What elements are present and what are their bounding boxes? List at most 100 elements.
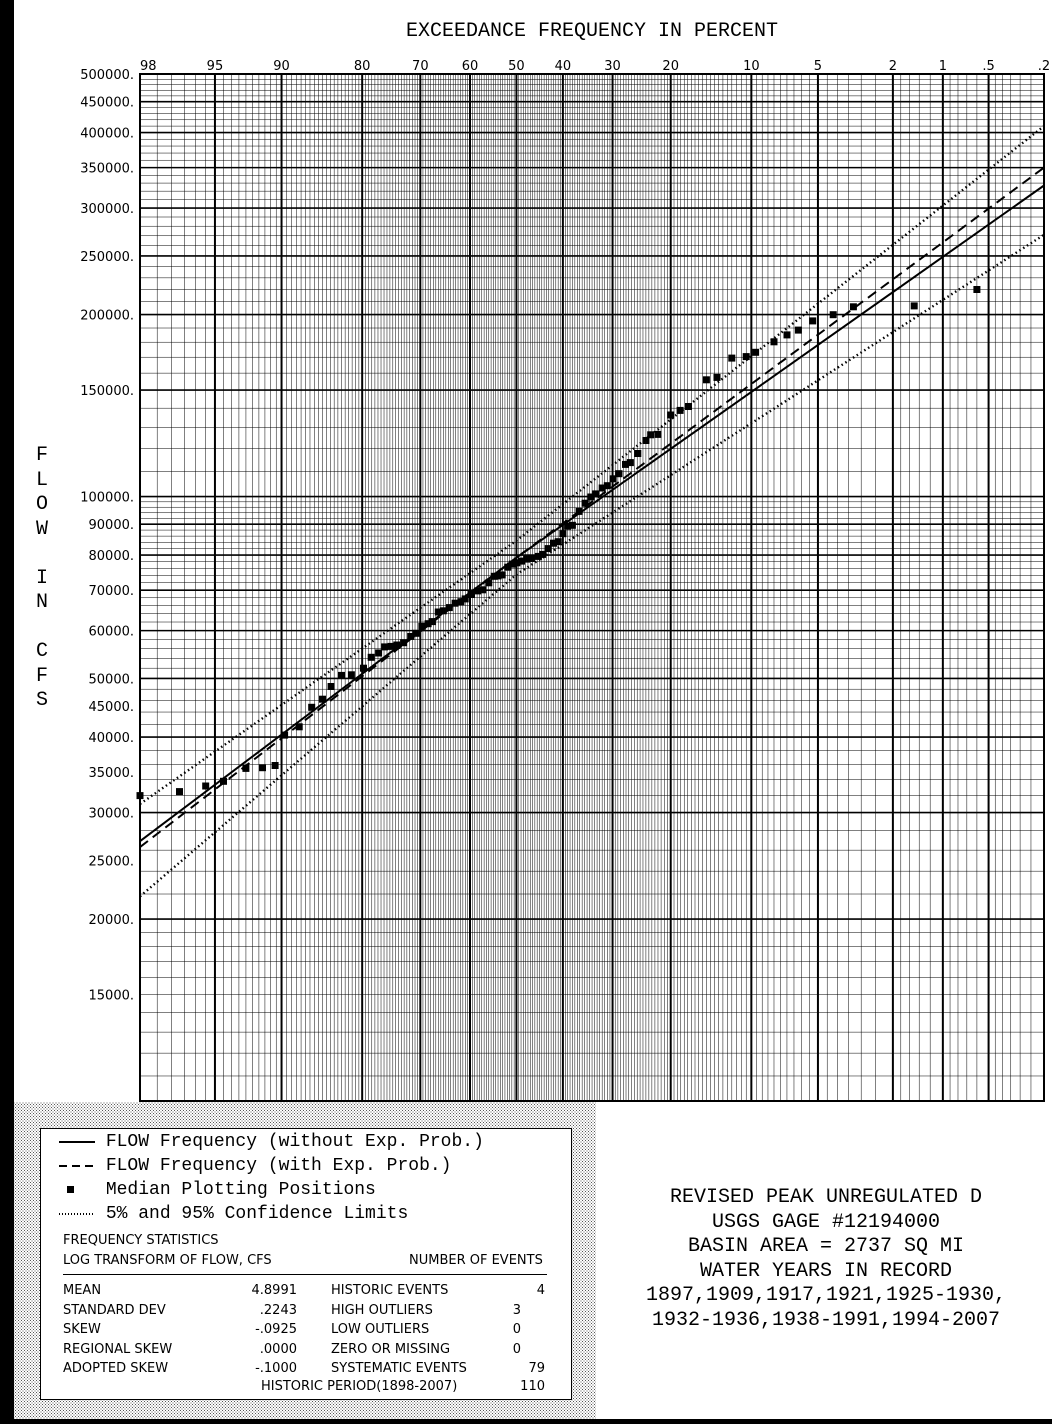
x-tick-label: 70	[412, 59, 429, 74]
plotting-position-marker	[347, 671, 355, 679]
x-tick-labels: 98 95 90 80 70 60 50 40 30 20 10 5 2 1 .5 .2	[140, 59, 1050, 74]
plotting-position-marker	[667, 411, 675, 419]
x-tick-label: .2	[1038, 59, 1050, 74]
x-tick-label: 50	[508, 59, 525, 74]
plot-frame	[139, 73, 1045, 1102]
plotting-position-marker	[518, 557, 525, 565]
y-axis-label-char: L	[35, 468, 48, 492]
plotting-position-marker	[534, 552, 542, 560]
x-tick-label: 95	[207, 59, 224, 74]
stat-label: REGIONAL SKEW	[63, 1341, 173, 1357]
legend-marker: Median Plotting Positions	[55, 1179, 376, 1203]
title-line-1: REVISED PEAK UNREGULATED D	[669, 1186, 983, 1209]
plotting-position-marker	[973, 286, 981, 293]
plotting-position-marker	[615, 470, 623, 478]
plotting-position-marker	[407, 632, 415, 640]
legend-dotted: 5% and 95% Confidence Limits	[55, 1203, 408, 1227]
plotting-position-marker	[728, 354, 736, 362]
title-line-3: BASIN AREA = 2737 SQ MI	[687, 1235, 965, 1258]
plotting-position-marker	[428, 618, 436, 626]
plotting-position-marker	[770, 338, 778, 346]
plotting-position-marker	[387, 642, 395, 650]
solid-line-icon	[55, 1131, 95, 1151]
event-value: 3	[512, 1302, 521, 1318]
plotting-position-marker	[271, 762, 279, 769]
square-marker-icon	[55, 1179, 95, 1199]
plotting-position-marker	[439, 607, 447, 615]
bottom-border-bar	[0, 1419, 1052, 1424]
plotting-position-marker	[794, 326, 802, 334]
y-tick-label: 100000.	[80, 491, 134, 506]
x-tick-label: 60	[462, 59, 479, 74]
plotting-position-marker	[393, 641, 401, 649]
plotting-position-marker	[592, 490, 600, 498]
y-tick-label: 45000.	[89, 700, 135, 715]
plotting-position-marker	[564, 522, 572, 530]
y-tick-label: 30000.	[89, 807, 135, 822]
plotting-position-marker	[474, 587, 482, 595]
y-tick-label: 400000.	[80, 127, 134, 142]
plotting-position-marker	[220, 777, 227, 785]
y-tick-label: 80000.	[89, 549, 135, 564]
plotting-position-marker	[575, 507, 583, 515]
dashed-line-icon	[55, 1155, 95, 1175]
plotting-position-marker	[281, 731, 289, 739]
legend-solid-label: FLOW Frequency (without Exp. Prob.)	[105, 1131, 484, 1152]
plotting-position-marker	[367, 653, 375, 661]
x-tick-label: 1	[939, 59, 947, 74]
plotting-position-marker	[504, 563, 512, 571]
plotting-position-marker	[809, 317, 817, 325]
plotting-positions	[136, 286, 981, 800]
event-label: HISTORIC EVENTS	[331, 1283, 449, 1298]
y-axis-label-char: F	[35, 664, 48, 688]
event-label: LOW OUTLIERS	[331, 1322, 430, 1337]
plotting-position-marker	[490, 572, 498, 580]
y-tick-label: 90000.	[89, 518, 135, 533]
series-dotted-line	[139, 125, 1045, 805]
plotting-position-marker	[319, 695, 326, 703]
plotting-position-marker	[654, 430, 662, 438]
plotting-position-marker	[451, 599, 459, 607]
y-tick-label: 20000.	[89, 913, 135, 928]
event-value: 79	[528, 1361, 545, 1376]
plotting-position-marker	[242, 764, 250, 772]
y-axis-label-char: N	[35, 591, 48, 614]
x-tick-label: 30	[604, 59, 621, 74]
stat-value: -.1000	[255, 1361, 297, 1376]
y-tick-label: 25000.	[89, 854, 135, 869]
plotting-position-marker	[375, 649, 383, 657]
plotting-position-marker	[550, 539, 557, 547]
y-tick-label: 70000.	[89, 584, 135, 599]
stat-value: .0000	[259, 1341, 297, 1357]
y-axis-label-char: F	[35, 444, 48, 467]
event-label: SYSTEMATIC EVENTS	[331, 1361, 467, 1376]
plotting-position-marker	[581, 499, 589, 507]
plotting-position-marker	[849, 303, 857, 311]
legend-dotted-label: 5% and 95% Confidence Limits	[105, 1203, 409, 1224]
plotting-position-marker	[457, 598, 465, 606]
y-tick-label: 50000.	[89, 672, 135, 687]
plotting-position-marker	[494, 572, 502, 580]
x-tick-label: 80	[354, 59, 371, 74]
y-axis-label-char: O	[35, 493, 48, 516]
plotting-position-marker	[702, 376, 710, 384]
stats-subheading: LOG TRANSFORM OF FLOW, CFS	[63, 1253, 272, 1268]
y-tick-label: 150000.	[80, 384, 134, 399]
plotting-position-marker	[308, 703, 316, 711]
plotting-position-marker	[338, 671, 345, 679]
y-tick-label: 300000.	[80, 202, 134, 217]
event-value: 0	[512, 1341, 521, 1357]
plotting-position-marker	[418, 622, 426, 630]
plotting-position-marker	[295, 723, 303, 731]
plotting-position-marker	[523, 555, 531, 563]
plotting-position-marker	[634, 450, 642, 457]
title-line-2: USGS GAGE #12194000	[711, 1210, 941, 1234]
historic-period-label: HISTORIC PERIOD(1898-2007)	[261, 1379, 458, 1394]
x-tick-label: 10	[743, 59, 760, 74]
dotted-line-icon	[55, 1203, 95, 1223]
y-axis-label-char: W	[35, 517, 48, 541]
event-value: 4	[536, 1283, 545, 1298]
plotting-position-marker	[603, 482, 611, 490]
plotting-position-marker	[479, 586, 487, 594]
plotting-position-marker	[327, 683, 335, 690]
